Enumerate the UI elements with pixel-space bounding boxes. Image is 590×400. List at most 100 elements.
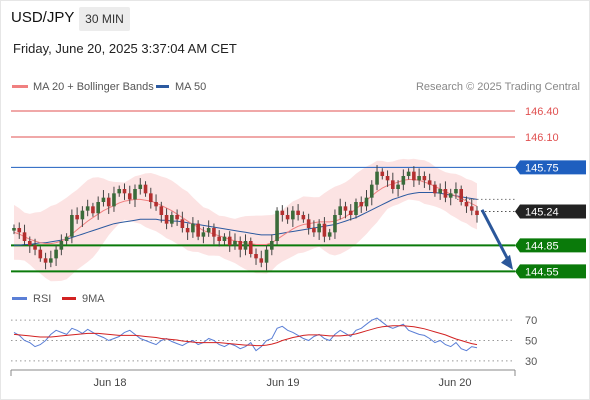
candle-body [112,193,116,207]
candle-body [12,228,16,231]
level-tag-145.75: 145.75 [515,160,586,175]
candle-body [459,189,464,202]
candle-body [96,202,100,214]
candle-body [396,184,400,189]
candle-body [22,232,27,241]
candle-body [75,215,79,220]
candle-body [422,176,427,181]
level-tag-bg [515,238,586,253]
x-tick-label: Jun 20 [438,377,471,389]
candle-body [185,228,190,233]
candle-body [327,232,332,237]
candle-body [417,176,421,181]
forecast-arrow-head [501,254,513,270]
candle-body [322,223,327,237]
candle-body [354,202,358,215]
candle-body [106,197,111,207]
timeframe-badge[interactable]: 30 MIN [79,7,130,31]
candle-body [264,249,269,263]
forecast-arrow-shaft [480,209,510,261]
candle-body [401,176,406,185]
candle-body [475,210,479,215]
candle-body [406,171,411,176]
candle-body [259,258,264,263]
candle-body [143,184,148,194]
symbol-title: USD/JPY [11,9,75,26]
candle-body [427,180,432,185]
candle-body [64,236,69,241]
candle-body [348,210,353,215]
candle-body [369,184,374,198]
candle-body [364,197,369,207]
level-tag-bg [515,264,586,279]
candle-body [201,232,206,237]
candle-body [43,258,48,263]
level-tag-146.40: 146.40 [525,106,559,118]
candle-body [49,258,53,263]
legend-ma20-label: MA 20 + Bollinger Bands [33,81,154,93]
candle-body [306,219,311,228]
candle-body [375,171,379,185]
candle-body [469,206,474,211]
candle-body [59,241,64,250]
candle-body [148,193,153,202]
candle-body [164,215,169,224]
candle-body [133,189,137,200]
ma50-line [14,192,478,246]
candle-body [270,241,274,250]
candle-body [391,180,395,189]
candle-body [438,189,442,194]
candle-body [191,223,195,233]
candle-body [338,206,343,215]
rsi-plot: 70 50 30 [11,315,537,368]
candle-body [343,206,348,211]
x-tick-label: Jun 18 [93,377,126,389]
last-price-tag-bg [515,204,586,219]
rsi-tick-30: 30 [525,356,537,368]
rsi-legend: RSI 9MA [12,293,105,305]
candle-body [159,206,164,215]
candle-body [280,210,285,215]
candle-body [217,236,221,241]
candles [12,165,479,271]
legend-ma20-swatch [12,85,28,88]
candle-body [180,219,185,228]
legend-ma50-swatch [156,85,169,88]
candle-body [170,215,174,224]
legend-ma50-label: MA 50 [175,81,206,93]
candle-body [117,189,122,194]
last-price-label: 145.24 [525,207,559,219]
candle-body [254,254,258,259]
candle-body [443,189,448,198]
level-label: 146.10 [525,132,559,144]
candle-body [85,206,90,211]
candle-body [317,223,321,233]
candle-body [385,176,390,181]
legend-rsi-swatch [12,297,27,300]
candle-body [464,202,469,207]
level-tag-146.10: 146.10 [525,132,559,144]
candle-body [196,223,200,237]
rsi-ma9-line [13,325,478,347]
rsi-tick-70: 70 [525,315,537,327]
candle-body [275,210,279,241]
main-legend: MA 20 + Bollinger Bands MA 50 Research ©… [12,81,580,93]
candle-body [243,241,248,250]
candle-body [412,171,416,181]
candle-body [154,202,158,207]
level-label: 145.75 [525,162,559,174]
candle-body [127,193,132,200]
datetime-label: Friday, June 20, 2025 3:37:04 AM CET [13,41,237,56]
candle-body [448,193,453,198]
header: USD/JPY 30 MIN Friday, June 20, 2025 3:3… [0,0,590,62]
candle-body [359,202,364,207]
candle-body [70,215,74,237]
rsi-line [13,317,478,352]
level-tags: 146.40 146.10 145.75 144.85 144.55 145.24 [515,106,586,279]
candle-body [285,215,290,220]
legend-9ma-label: 9MA [82,293,105,305]
candle-body [333,215,337,233]
candle-body [33,245,37,250]
bollinger-band [14,158,477,282]
